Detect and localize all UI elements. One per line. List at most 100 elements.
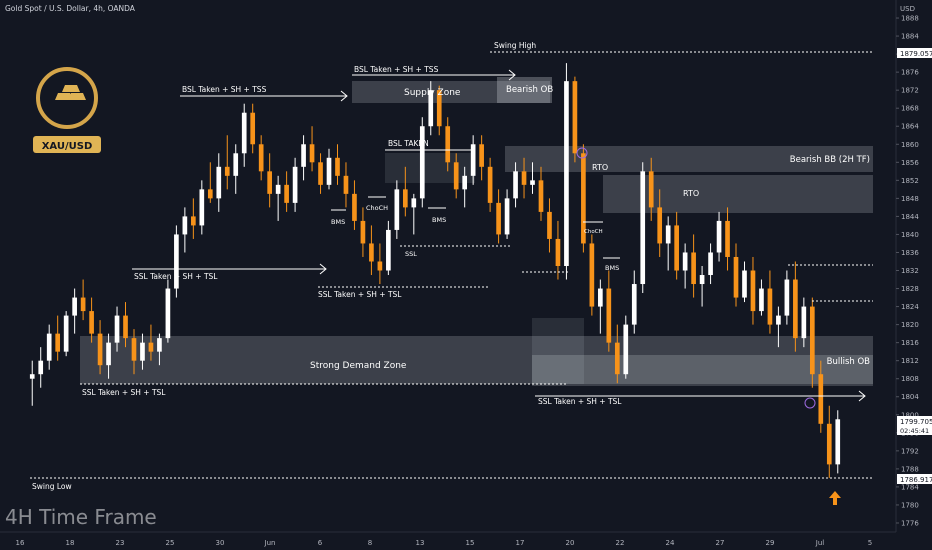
- svg-text:1786.917: 1786.917: [900, 476, 932, 484]
- bsl-taken-box: [385, 153, 475, 183]
- candle: [63, 311, 69, 357]
- candle: [555, 220, 561, 280]
- candle-body: [725, 220, 730, 257]
- candle: [614, 324, 620, 384]
- candle-body: [157, 338, 162, 352]
- candle-body: [631, 284, 637, 325]
- candle-body: [682, 252, 688, 271]
- time-tick-label: 17: [516, 539, 525, 547]
- candle-body: [29, 374, 35, 379]
- candle: [114, 306, 120, 352]
- candle-body: [750, 270, 756, 312]
- time-tick-label: 23: [116, 539, 125, 547]
- candle-body: [199, 189, 205, 226]
- bearish-bb-label: Bearish BB (2H TF): [790, 155, 870, 165]
- candle: [521, 157, 527, 199]
- bearish-ob-zone[interactable]: [497, 77, 552, 103]
- candle-body: [419, 126, 425, 199]
- candle: [55, 315, 61, 361]
- candle: [504, 189, 510, 239]
- bsl-label-2: BSL Taken + SH + TSS: [354, 65, 439, 74]
- candle: [564, 63, 569, 280]
- candle: [547, 198, 552, 253]
- swing-high-label: Swing High: [494, 41, 536, 50]
- time-tick-label: 24: [666, 539, 675, 547]
- time-tick-label: 29: [766, 539, 775, 547]
- time-axis[interactable]: 16 18 23 25 30 Jun 6 8 13 15 17 20 22 24 27 29 Jul 5: [16, 539, 873, 547]
- candle: [487, 157, 493, 212]
- candle-body: [106, 342, 111, 366]
- candle-body: [742, 270, 747, 298]
- candle: [275, 175, 281, 221]
- price-tick-label: 1832: [901, 267, 919, 275]
- price-tick-label: 1856: [901, 159, 919, 167]
- candle: [606, 270, 612, 352]
- choch-label-2: ChoCH: [584, 229, 603, 235]
- candle: [598, 279, 603, 334]
- candle: [386, 220, 391, 276]
- rto-zone[interactable]: [603, 175, 873, 213]
- time-tick-label: 13: [416, 539, 425, 547]
- candle-body: [538, 180, 544, 212]
- time-tick-label: 22: [616, 539, 625, 547]
- candle: [657, 189, 663, 257]
- bullish-ob-zone[interactable]: [532, 355, 873, 386]
- candle-body: [97, 333, 103, 366]
- candle: [191, 198, 196, 239]
- candle: [835, 410, 841, 474]
- price-tick-label: 1804: [901, 393, 919, 401]
- candle-body: [123, 315, 128, 339]
- candle-body: [369, 243, 374, 262]
- candle-body: [352, 193, 357, 221]
- candle: [326, 148, 332, 190]
- candle-body: [606, 288, 612, 343]
- candle: [716, 211, 722, 262]
- candle: [572, 76, 578, 163]
- candle: [284, 171, 289, 212]
- candle: [352, 180, 357, 230]
- candle: [140, 333, 145, 370]
- candle-body: [496, 202, 501, 235]
- candle: [436, 85, 442, 136]
- candle: [767, 270, 773, 334]
- candle: [419, 117, 425, 208]
- candle-body: [292, 166, 298, 203]
- price-tick-label: 1840: [901, 231, 919, 239]
- candle-body: [216, 166, 222, 199]
- candle: [402, 166, 408, 217]
- svg-text:1879.057: 1879.057: [900, 50, 932, 58]
- candle: [250, 103, 256, 154]
- candle: [470, 135, 476, 185]
- candle-body: [386, 229, 391, 271]
- supply-zone[interactable]: [352, 81, 550, 103]
- swing-low-label: Swing Low: [32, 482, 72, 491]
- bms-label-3: BMS: [605, 264, 619, 272]
- candle-body: [598, 288, 603, 307]
- price-tick-label: 1820: [901, 321, 919, 329]
- candle: [699, 266, 705, 307]
- candle-body: [284, 184, 289, 203]
- strong-demand-zone[interactable]: [80, 336, 873, 384]
- candle-body: [453, 162, 459, 190]
- price-tick-label: 1776: [901, 519, 919, 527]
- candle: [826, 405, 832, 478]
- candle: [80, 279, 86, 321]
- price-tick-label: 1836: [901, 249, 919, 257]
- price-tick-label: 1844: [901, 213, 919, 221]
- bms-label-1: BMS: [331, 218, 345, 226]
- candle: [648, 157, 654, 221]
- swing-circle-top: [576, 147, 588, 159]
- candle: [377, 243, 383, 285]
- candle: [394, 180, 400, 239]
- price-tick-label: 1860: [901, 141, 919, 149]
- candle-body: [589, 243, 595, 307]
- candle: [216, 153, 222, 212]
- candle-body: [521, 171, 527, 185]
- price-tag-swing-low: 1786.917: [897, 474, 932, 484]
- candle-body: [648, 171, 654, 208]
- candle-body: [89, 311, 94, 334]
- candle: [496, 189, 501, 244]
